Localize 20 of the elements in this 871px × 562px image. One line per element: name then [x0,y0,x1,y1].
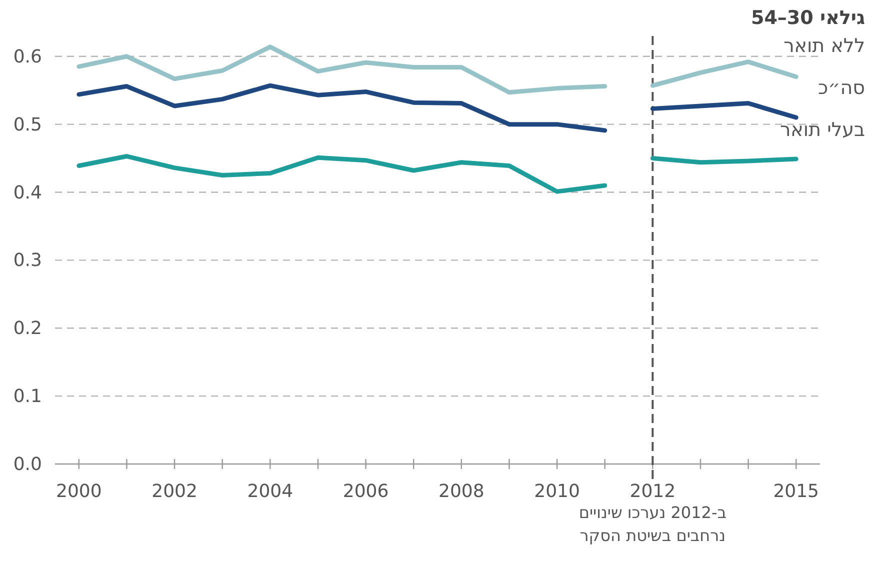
x-tick-label: 2000 [56,481,102,502]
x-tick-label: 2010 [534,481,580,502]
y-tick-label: 0.4 [13,182,42,204]
y-tick-label: 0.2 [13,318,42,340]
text: בעלי תואר [780,119,866,141]
x-tick-label: 2006 [342,481,389,502]
x-tick-label: 2012 [630,481,676,502]
y-tick-label: 0.1 [13,386,42,408]
ref-line-label: ב-2012 נערכו שינויים נרחבים בשיטת הסקר [578,503,726,545]
y-tick-label: 0.0 [13,454,42,475]
text: סה״כ [818,77,865,99]
text: ללא תואר [784,35,865,57]
x-tick-label: 2008 [438,481,484,502]
x-tick-label: 2004 [247,481,294,502]
legend-title: גילאי 30–54 [750,7,865,29]
x-tick-label: 2002 [152,481,198,502]
x-tick-label: 2015 [773,481,819,502]
y-tick-label: 0.6 [13,46,42,68]
y-tick-label: 0.5 [13,114,42,136]
y-tick-label: 0.3 [13,250,42,272]
